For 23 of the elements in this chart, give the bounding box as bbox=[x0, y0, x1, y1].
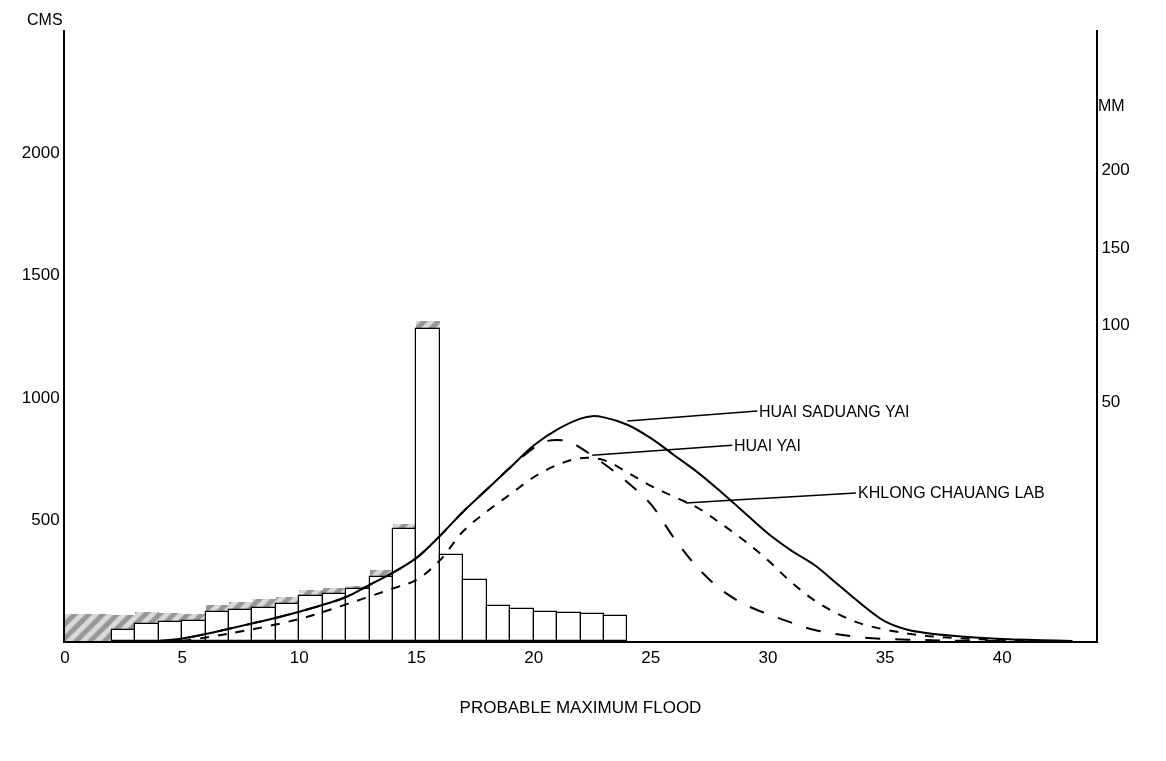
y-axis-title: CMS bbox=[27, 11, 63, 28]
y-tick-label: 1000 bbox=[21, 387, 60, 407]
y2-tick-label: 100 bbox=[1101, 314, 1130, 334]
x-tick-label: 30 bbox=[758, 648, 778, 668]
y-tick-label: 1500 bbox=[21, 265, 60, 285]
y2-tick-label: 50 bbox=[1101, 392, 1121, 412]
x-axis-title: PROBABLE MAXIMUM FLOOD bbox=[459, 698, 702, 718]
x-tick-label: 15 bbox=[407, 648, 426, 668]
annotation: KHLONG CHAUANG LAB bbox=[858, 484, 1045, 501]
x-tick-label: 10 bbox=[289, 648, 309, 668]
annotation: HUAI YAI bbox=[734, 437, 801, 454]
annotation: HUAI SADUANG YAI bbox=[759, 403, 910, 420]
x-tick-label: 5 bbox=[177, 648, 187, 668]
y2-axis-title: MM bbox=[1098, 97, 1125, 114]
x-tick-label: 25 bbox=[641, 648, 661, 668]
x-tick-label: 20 bbox=[524, 648, 544, 668]
y-tick-label: 2000 bbox=[21, 143, 60, 163]
x-tick-label: 40 bbox=[992, 648, 1012, 668]
y-tick-label: 500 bbox=[31, 509, 60, 529]
y2-tick-label: 150 bbox=[1101, 237, 1130, 257]
x-tick-label: 35 bbox=[875, 648, 895, 668]
x-tick-label: 0 bbox=[60, 648, 70, 668]
y2-tick-label: 200 bbox=[1101, 160, 1130, 180]
